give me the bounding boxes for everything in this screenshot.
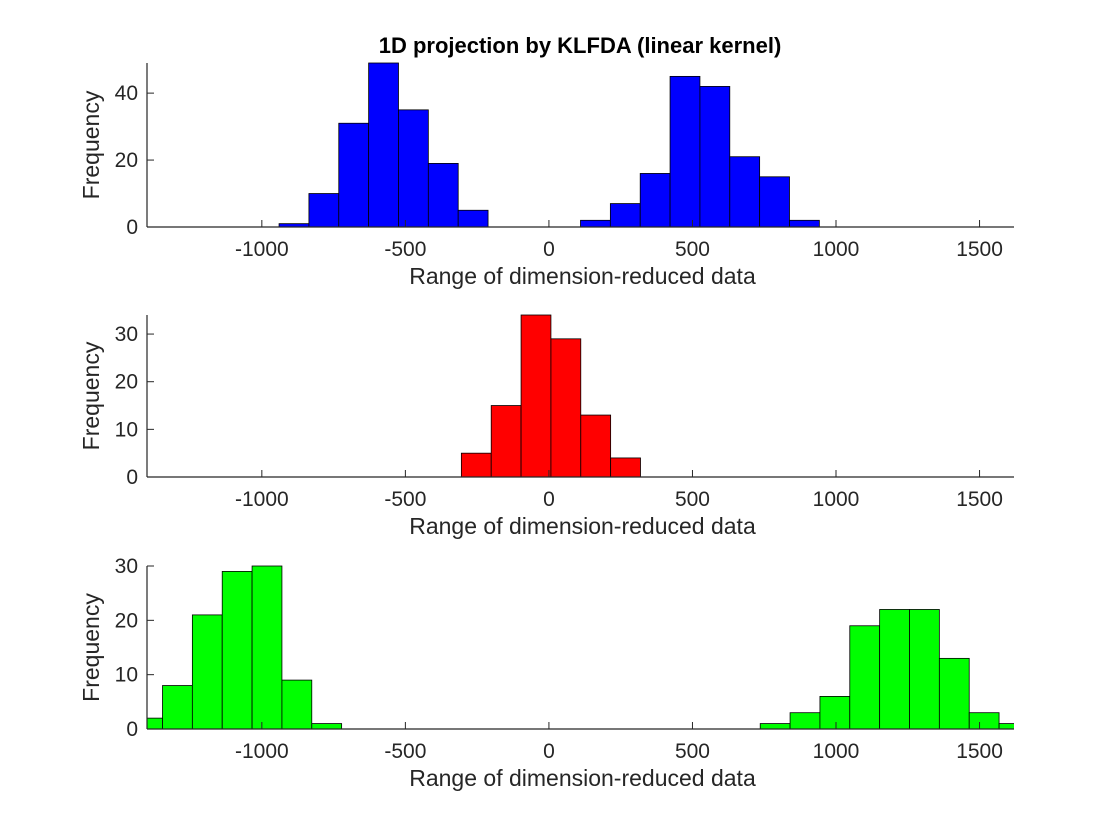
histogram-bar — [520, 314, 552, 477]
histogram-bar — [968, 712, 1000, 729]
x-tick-label: 500 — [675, 488, 710, 511]
x-tick-label: 0 — [543, 488, 555, 511]
y-tick-label: 30 — [115, 323, 138, 346]
histogram-bar — [759, 723, 791, 729]
histogram-bar — [460, 452, 492, 477]
histogram-bar — [699, 86, 731, 227]
histogram-bar — [610, 457, 641, 477]
histogram-bars — [460, 314, 641, 477]
histogram-bar — [490, 405, 522, 477]
x-tick-label: -500 — [384, 740, 426, 763]
y-tick-label: 0 — [126, 216, 138, 239]
x-tick-label: 0 — [543, 740, 555, 763]
histogram-bar — [311, 723, 343, 729]
y-tick-label: 40 — [115, 82, 138, 105]
x-tick-label: 0 — [543, 238, 555, 261]
histogram-bar — [281, 679, 313, 729]
histogram-bar — [308, 193, 340, 227]
x-tick-label: 1500 — [956, 488, 1003, 511]
histogram-bar — [221, 571, 253, 729]
subplot-2: -1000 -500 0 500 1000 1500 0 10 20 30 Range of dim… — [78, 314, 1014, 539]
x-tick-label: 1000 — [813, 238, 860, 261]
subplot-3: -1000 -500 0 500 1000 1500 0 10 20 30 Range of dim… — [78, 555, 1014, 791]
y-axis-label: Frequency — [78, 341, 104, 450]
y-tick-label: 20 — [115, 149, 138, 172]
histogram-bar — [819, 696, 851, 729]
y-tick-label: 30 — [115, 555, 138, 578]
y-tick-label: 0 — [126, 466, 138, 489]
histogram-bar — [849, 625, 881, 729]
histogram-bars — [147, 565, 1014, 729]
x-axis-label: Range of dimension-reduced data — [409, 263, 756, 289]
histogram-bar — [191, 614, 223, 729]
histogram-bar — [879, 609, 910, 729]
histogram-bar — [457, 209, 489, 227]
y-axis-label: Frequency — [78, 593, 104, 702]
x-tick-label: 1000 — [813, 488, 860, 511]
histogram-bar — [338, 122, 370, 227]
x-tick-label: 1500 — [956, 740, 1003, 763]
histogram-bar — [938, 657, 970, 729]
y-tick-label: 0 — [126, 718, 138, 741]
subplot-1: -1000 -500 0 500 1000 1500 0 20 40 Range of dimen… — [78, 62, 1014, 289]
y-tick-label: 20 — [115, 609, 138, 632]
histogram-bar — [368, 62, 399, 227]
histogram-bar — [639, 173, 671, 227]
histogram-bar — [251, 565, 283, 729]
x-tick-label: -500 — [384, 238, 426, 261]
x-tick-label: 1000 — [813, 740, 860, 763]
y-axis-label: Frequency — [78, 90, 104, 199]
histogram-bar — [998, 723, 1014, 729]
histogram-bar — [669, 75, 701, 227]
histogram-bars — [278, 62, 820, 227]
x-tick-label: -1000 — [235, 238, 289, 261]
histogram-bar — [580, 219, 611, 227]
y-tick-label: 10 — [115, 664, 138, 687]
x-tick-label: 1500 — [956, 238, 1003, 261]
histogram-bar — [789, 219, 820, 227]
x-tick-label: -500 — [384, 488, 426, 511]
figure-title: 1D projection by KLFDA (linear kernel) — [379, 33, 782, 58]
histogram-bar — [398, 109, 429, 227]
x-tick-label: 500 — [675, 238, 710, 261]
histogram-bar — [909, 609, 940, 729]
x-tick-label: -1000 — [235, 488, 289, 511]
histogram-bar — [789, 712, 821, 729]
histogram-bar — [162, 685, 193, 729]
histogram-bar — [580, 414, 612, 477]
histogram-bar — [759, 176, 790, 227]
histogram-bar — [729, 156, 761, 227]
x-tick-label: 500 — [675, 740, 710, 763]
y-tick-label: 20 — [115, 371, 138, 394]
x-tick-label: -1000 — [235, 740, 289, 763]
x-axis-label: Range of dimension-reduced data — [409, 513, 756, 539]
x-axis-label: Range of dimension-reduced data — [409, 765, 756, 791]
y-tick-label: 10 — [115, 418, 138, 441]
histogram-bar — [427, 163, 459, 227]
histogram-bar — [609, 203, 641, 227]
histogram-bar — [550, 338, 582, 477]
